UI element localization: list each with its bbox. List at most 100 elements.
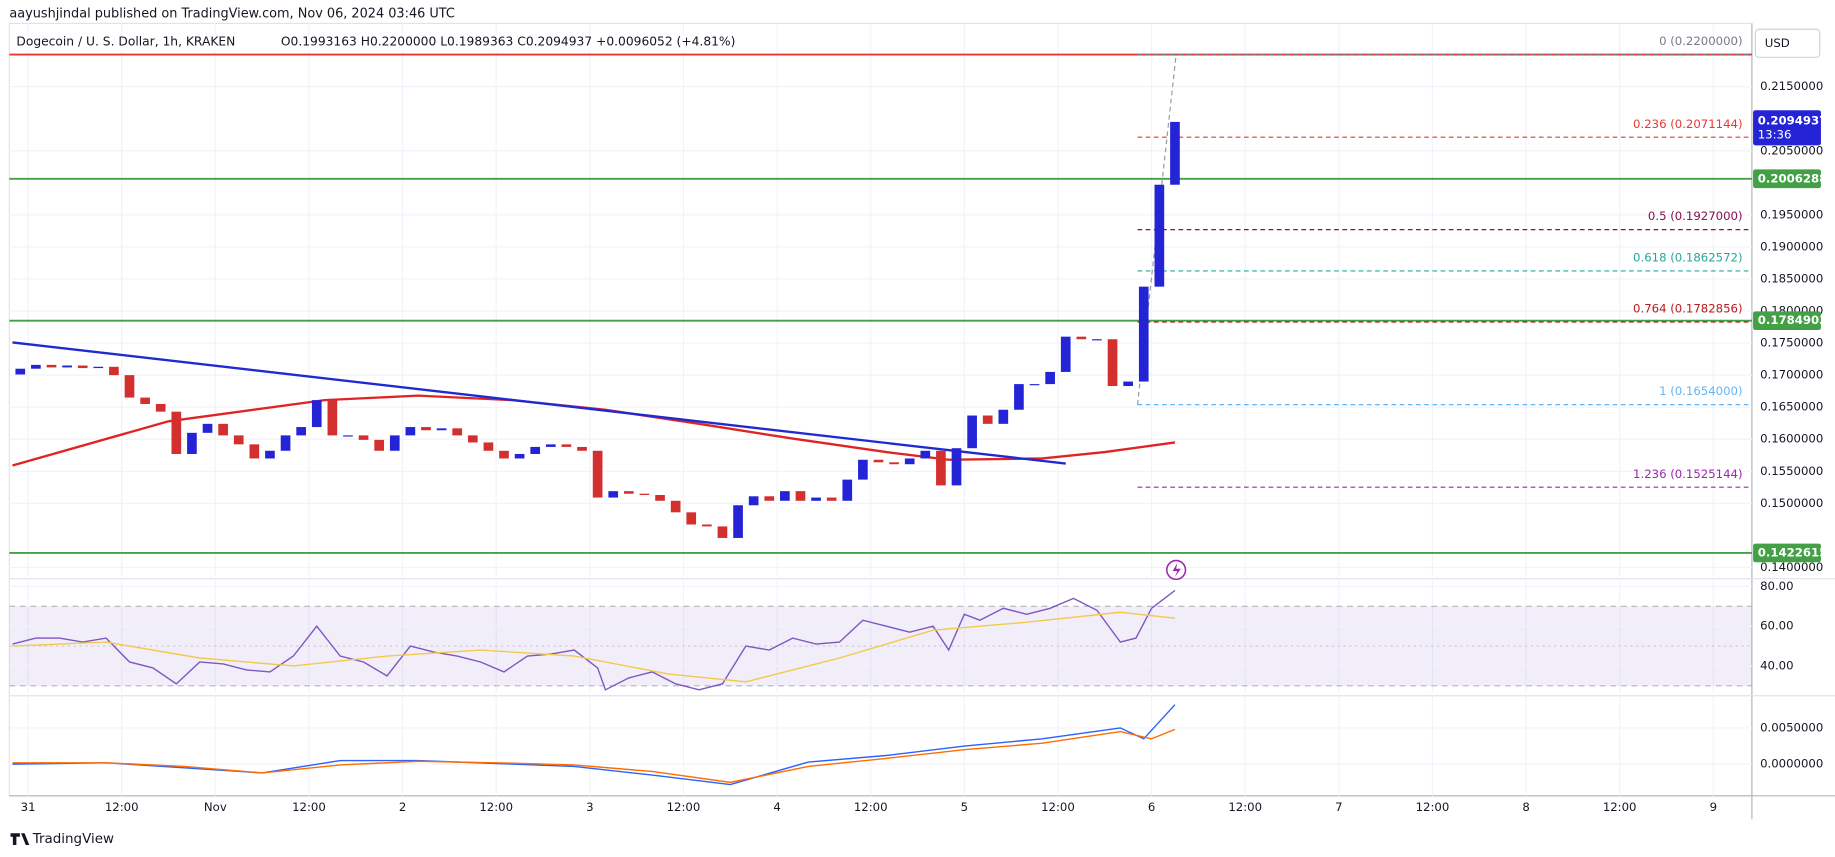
candle — [187, 432, 197, 454]
currency: USD — [1765, 36, 1790, 50]
price-badge-label: 0.1422615 — [1758, 545, 1828, 559]
fib-label: 0.618 (0.1862572) — [1633, 251, 1743, 265]
chart-layer: 31 12:00 Nov 12:00 2 12:00 3 12:00 4 12:00 5 12:00 6… — [9, 23, 1827, 814]
x-tick-label: 12:00 — [105, 800, 139, 814]
candle — [311, 400, 322, 428]
candle — [31, 364, 41, 369]
x-tick-label: 12:00 — [1416, 800, 1450, 814]
candle — [1107, 339, 1118, 387]
y-tick-label: 0.1850000 — [1760, 271, 1823, 285]
candle — [530, 446, 541, 454]
candle — [686, 512, 697, 525]
candle — [717, 526, 728, 538]
candle — [358, 435, 369, 440]
candle — [733, 505, 743, 538]
x-tick-label: 12:00 — [667, 800, 701, 814]
y-tick-label: 0.1700000 — [1760, 368, 1823, 382]
x-tick-label: 3 — [586, 800, 593, 814]
brand: TradingView — [32, 832, 114, 847]
candle — [858, 459, 868, 480]
candle — [608, 491, 619, 498]
currency-box[interactable] — [1754, 28, 1821, 58]
x-tick-label: 31 — [21, 800, 36, 814]
x-tick-label: Nov — [204, 800, 227, 814]
price-badge — [1753, 169, 1821, 189]
candle — [702, 524, 712, 527]
y-tick-label: 0.1500000 — [1760, 496, 1823, 510]
candle — [280, 435, 291, 451]
price-badge — [1753, 311, 1821, 331]
fib-label: 0 (0.2200000) — [1659, 34, 1742, 48]
candle — [920, 450, 931, 459]
candle — [811, 497, 821, 501]
ohlc: O0.1993163 H0.2200000 L0.1989363 C0.2094… — [281, 35, 736, 49]
y-tick-label: 0.1950000 — [1760, 207, 1823, 221]
legend-bg — [11, 35, 773, 51]
candle — [389, 435, 400, 451]
x-tick-label: 9 — [1710, 800, 1717, 814]
x-tick-label: 12:00 — [1603, 800, 1637, 814]
candle — [561, 444, 572, 447]
candle — [499, 450, 509, 459]
candle — [623, 491, 634, 494]
y-tick-label: 0.0050000 — [1760, 720, 1823, 734]
candle — [1014, 384, 1024, 410]
x-tick-label: 12:00 — [1228, 800, 1262, 814]
price-badge — [1753, 543, 1821, 563]
candle — [1154, 184, 1165, 287]
x-tick-label: 12:00 — [479, 800, 513, 814]
y-tick-label: 0.1650000 — [1760, 400, 1823, 414]
candle — [62, 365, 72, 368]
x-tick-label: 4 — [773, 800, 780, 814]
y-tick-label: 40.00 — [1760, 658, 1793, 672]
candle — [936, 450, 946, 486]
candle — [171, 411, 182, 454]
candle — [982, 415, 993, 424]
candle — [46, 364, 57, 368]
candle — [1029, 384, 1040, 386]
price-badge-label: 0.2006288 — [1758, 171, 1828, 185]
candle — [155, 403, 166, 412]
y-tick-label: 0.2150000 — [1760, 79, 1823, 93]
candle — [592, 450, 603, 498]
y-tick-label: 0.1400000 — [1760, 560, 1823, 574]
y-tick-label: 80.00 — [1760, 579, 1793, 593]
candle — [1138, 286, 1149, 382]
y-tick-label: 0.1900000 — [1760, 239, 1823, 253]
candle — [327, 400, 338, 436]
fib-label: 1 (0.1654000) — [1659, 384, 1742, 398]
line-series — [12, 394, 1176, 467]
y-tick-label: 0.1600000 — [1760, 432, 1823, 446]
candle — [889, 462, 899, 465]
candle — [109, 366, 119, 376]
fib-label: 0.764 (0.1782856) — [1633, 302, 1743, 316]
candle — [77, 365, 88, 369]
brand-logo — [10, 833, 30, 845]
fib-label: 1.236 (0.1525144) — [1633, 467, 1743, 481]
fib-label: 0.5 (0.1927000) — [1648, 209, 1743, 223]
candle — [296, 427, 306, 436]
candle — [1170, 121, 1180, 185]
candle — [873, 459, 884, 463]
candle — [764, 496, 775, 501]
last-price-label: 0.2094937 — [1758, 113, 1828, 127]
line-series — [12, 589, 1176, 691]
publisher: aayushjindal published on TradingView.co… — [9, 7, 455, 22]
y-tick-label: 0.1750000 — [1760, 336, 1823, 350]
x-tick-label: 6 — [1148, 800, 1155, 814]
candle — [202, 423, 213, 433]
candle — [655, 495, 665, 501]
x-tick-label: 8 — [1522, 800, 1529, 814]
x-tick-label: 5 — [961, 800, 968, 814]
x-tick-label: 7 — [1335, 800, 1342, 814]
candle — [514, 453, 525, 459]
candle — [639, 493, 650, 496]
candle — [218, 423, 228, 436]
candle — [93, 366, 104, 369]
y-tick-label: 0.1550000 — [1760, 464, 1823, 478]
candle — [436, 428, 447, 431]
candle — [421, 427, 431, 431]
candle — [1092, 339, 1102, 341]
candle — [374, 439, 385, 451]
